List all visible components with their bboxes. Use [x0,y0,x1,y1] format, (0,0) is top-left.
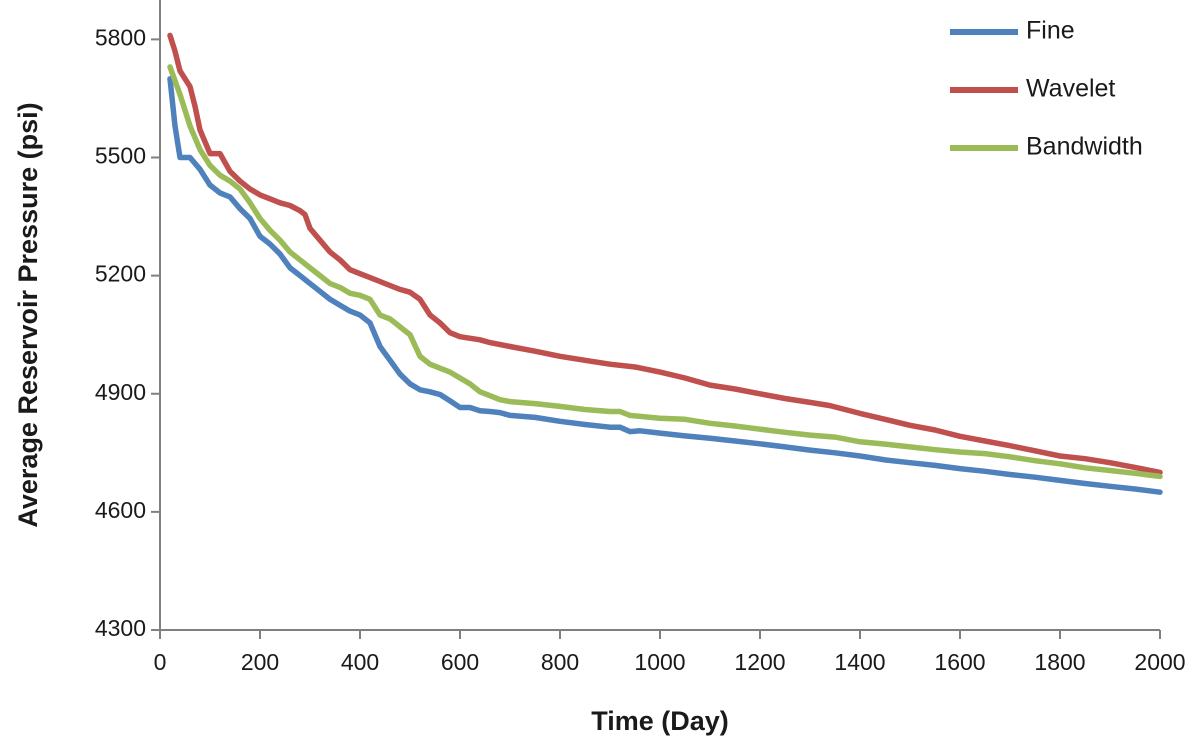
series-layer [167,32,1163,495]
x-tick-label: 800 [541,649,579,675]
series-line-bandwidth [167,64,1163,480]
x-tick-label: 1200 [734,649,785,675]
legend: Fine Wavelet Bandwidth [950,17,1143,161]
x-tick-label: 1400 [834,649,885,675]
x-axis-title: Time (Day) [591,706,729,736]
y-tick-label: 4900 [95,379,146,405]
legend-label-bandwidth: Bandwidth [1026,133,1143,161]
legend-label-fine: Fine [1026,17,1075,45]
series-line-wavelet [167,32,1163,476]
x-tick-label: 200 [241,649,279,675]
legend-label-wavelet: Wavelet [1026,75,1115,103]
x-tick-label: 0 [154,649,167,675]
x-tick-label: 1000 [634,649,685,675]
y-tick-label: 5500 [95,143,146,169]
y-tick-label: 5200 [95,261,146,287]
series-line-fine [167,76,1163,495]
x-tick-label: 400 [341,649,379,675]
y-tick-label: 4600 [95,497,146,523]
y-tick-label: 4300 [95,615,146,641]
y-axis-title: Average Reservoir Pressure (psi) [13,102,43,527]
axes: 4300 4600 4900 5200 5500 5800 0 200 400 600 800 100… [95,0,1186,675]
x-tick-label: 2000 [1134,649,1185,675]
x-tick-label: 1800 [1034,649,1085,675]
x-tick-label: 600 [441,649,479,675]
x-tick-label: 1600 [934,649,985,675]
y-tick-label: 5800 [95,24,146,50]
